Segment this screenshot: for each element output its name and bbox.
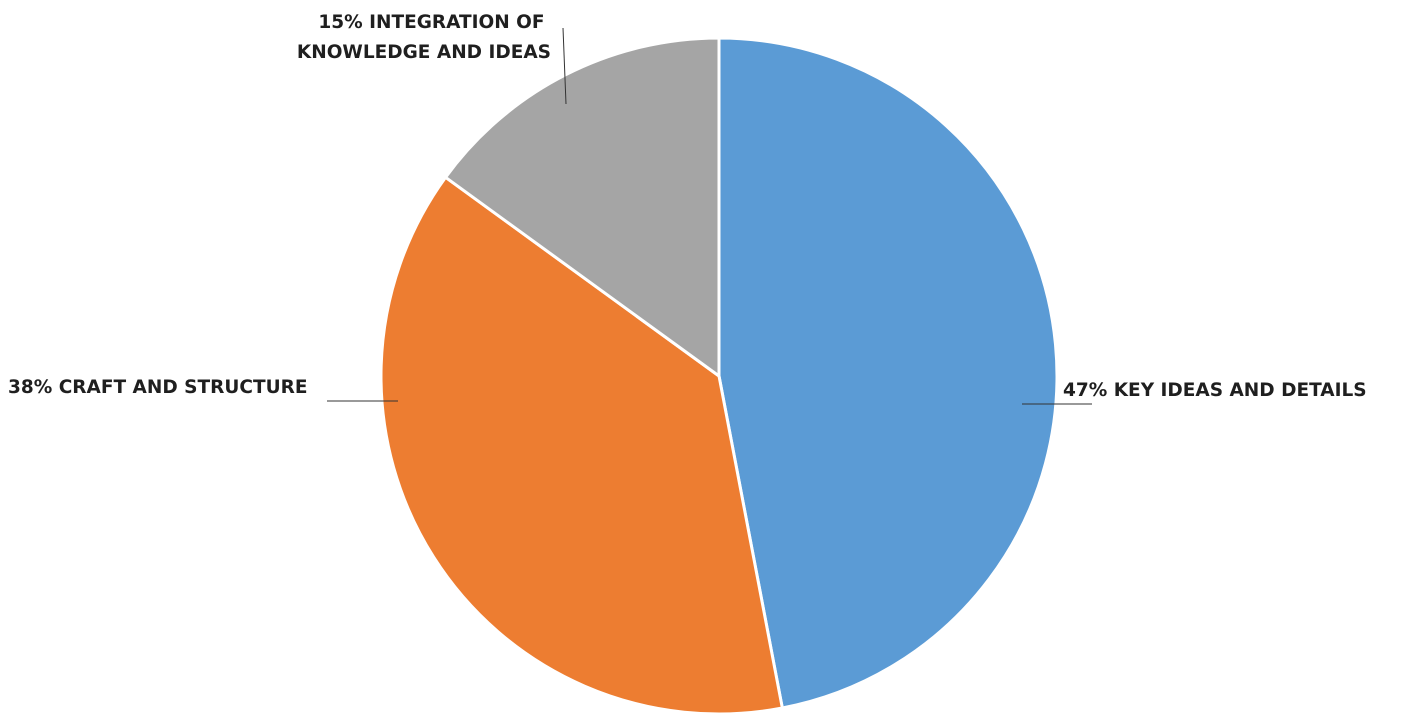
pie-slice-integration-of-knowledge-and-ideas [443,36,721,379]
pie-slice-craft-and-structure [379,175,785,713]
pie-data-labels: 47% KEY IDEAS AND DETAILS 38% CRAFT AND … [8,12,1367,405]
data-label-integration-line-1: 15% INTEGRATION OF [318,12,544,33]
data-label-key-ideas-line-1: 47% KEY IDEAS AND DETAILS [1063,380,1367,401]
pie-slices [379,36,1059,713]
data-label-key-ideas: 47% KEY IDEAS AND DETAILS [1063,380,1367,401]
pie-slice-key-ideas-and-details [717,36,1059,710]
data-label-integration-line-2: KNOWLEDGE AND IDEAS [297,42,551,63]
data-label-craft-structure-line-1: 38% CRAFT AND STRUCTURE [8,377,307,398]
data-label-craft-structure: 38% CRAFT AND STRUCTURE [8,377,307,398]
leader-line-integration [562,27,567,105]
data-label-integration: 15% INTEGRATION OF KNOWLEDGE AND IDEAS [297,12,551,63]
